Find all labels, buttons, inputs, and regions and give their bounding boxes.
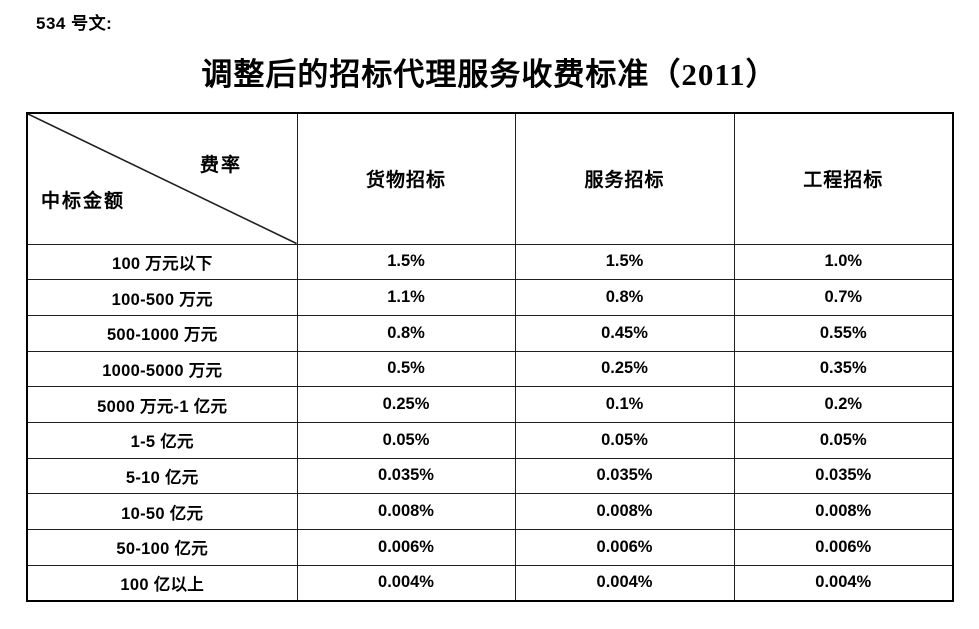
amount-cell: 100 万元以下 [26,243,298,281]
table-row: 5-10 亿元 0.035% 0.035% 0.035% [26,457,954,495]
rate-cell: 0.5% [296,350,516,388]
table-header-row: 费率 中标金额 货物招标 服务招标 工程招标 [26,112,954,245]
rate-cell: 0.035% [514,457,735,495]
table-row: 5000 万元-1 亿元 0.25% 0.1% 0.2% [26,386,954,423]
table-row: 100 亿以上 0.004% 0.004% 0.004% [26,564,954,602]
rate-cell: 0.006% [733,529,954,566]
table-row: 100-500 万元 1.1% 0.8% 0.7% [26,279,954,316]
rate-cell: 0.05% [733,421,954,459]
table-row: 1-5 亿元 0.05% 0.05% 0.05% [26,421,954,459]
page-title: 调整后的招标代理服务收费标准（2011） [201,57,778,92]
rate-cell: 0.05% [296,421,516,459]
table-row: 100 万元以下 1.5% 1.5% 1.0% [26,243,954,281]
rate-cell: 0.45% [514,314,735,352]
amount-cell: 10-50 亿元 [26,493,298,530]
corner-label-amount: 中标金额 [41,191,126,212]
amount-cell: 100 亿以上 [26,564,298,602]
table-row: 1000-5000 万元 0.5% 0.25% 0.35% [26,350,954,388]
rate-cell: 0.7% [733,279,954,316]
rate-cell: 0.25% [296,386,516,423]
rate-cell: 0.035% [296,457,516,495]
rate-cell: 0.008% [733,493,954,530]
rate-cell: 0.006% [514,529,735,566]
amount-cell: 5000 万元-1 亿元 [26,386,298,423]
column-header-service: 服务招标 [514,112,735,245]
table-row: 50-100 亿元 0.006% 0.006% 0.006% [26,529,954,566]
rate-cell: 0.25% [514,350,735,388]
rate-cell: 1.0% [733,243,954,281]
corner-label-rate: 费率 [200,155,243,176]
rate-cell: 0.004% [733,564,954,602]
rate-cell: 0.1% [514,386,735,423]
rate-cell: 1.1% [296,279,516,316]
rate-cell: 1.5% [514,243,735,281]
rate-cell: 0.55% [733,314,954,352]
rate-cell: 0.006% [296,529,516,566]
amount-cell: 500-1000 万元 [26,314,298,352]
amount-cell: 1-5 亿元 [26,421,298,459]
amount-cell: 50-100 亿元 [26,529,298,566]
amount-cell: 5-10 亿元 [26,457,298,495]
rate-cell: 0.008% [296,493,516,530]
column-header-engineering: 工程招标 [733,112,954,245]
rate-cell: 0.8% [296,314,516,352]
rate-cell: 0.2% [733,386,954,423]
rate-cell: 0.35% [733,350,954,388]
rate-cell: 0.035% [733,457,954,495]
diagonal-divider-line [28,114,297,244]
amount-cell: 100-500 万元 [26,279,298,316]
rate-cell: 0.008% [514,493,735,530]
table-row: 500-1000 万元 0.8% 0.45% 0.55% [26,314,954,352]
rate-cell: 0.004% [296,564,516,602]
rate-cell: 0.05% [514,421,735,459]
doc-number-label: 534 号文: [36,14,113,33]
rate-cell: 0.004% [514,564,735,602]
corner-header-cell: 费率 中标金额 [26,112,298,245]
table-row: 10-50 亿元 0.008% 0.008% 0.008% [26,493,954,530]
rate-cell: 1.5% [296,243,516,281]
column-header-goods: 货物招标 [296,112,516,245]
fee-rate-table: 费率 中标金额 货物招标 服务招标 工程招标 100 万元以下 1.5% 1.5… [26,112,954,602]
rate-cell: 0.8% [514,279,735,316]
amount-cell: 1000-5000 万元 [26,350,298,388]
